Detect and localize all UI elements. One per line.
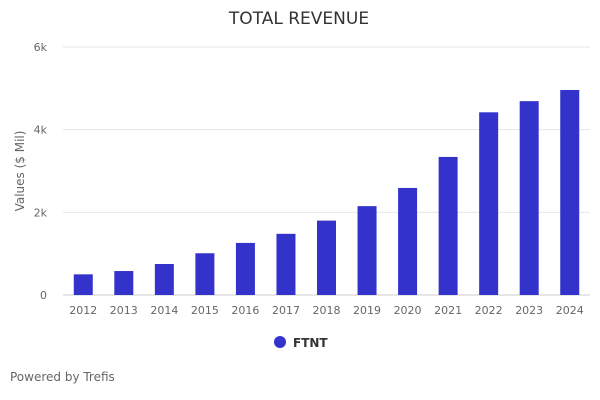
x-tick-label-2020: 2020: [394, 304, 422, 317]
y-axis-ticks: 0 2k 4k 6k: [34, 41, 48, 302]
bar-2016[interactable]: [235, 242, 255, 295]
x-tick-label-2021: 2021: [434, 304, 462, 317]
x-tick-label-2016: 2016: [231, 304, 259, 317]
x-tick-label-2017: 2017: [272, 304, 300, 317]
x-tick-label-2023: 2023: [515, 304, 543, 317]
y-tick-label: 6k: [34, 41, 48, 54]
legend[interactable]: FTNT: [274, 336, 328, 350]
x-tick-label-2013: 2013: [110, 304, 138, 317]
bar-2018[interactable]: [317, 220, 336, 295]
legend-marker-icon[interactable]: [274, 336, 286, 348]
x-tick-label-2024: 2024: [556, 304, 584, 317]
bar-2013[interactable]: [114, 271, 134, 295]
bar-2019[interactable]: [357, 206, 377, 295]
x-tick-label-2014: 2014: [150, 304, 178, 317]
bar-2023[interactable]: [519, 101, 539, 295]
revenue-bar-chart: TOTAL REVENUE Values ($ Mil) 0 2k 4k 6k 201…: [13, 9, 590, 350]
bar-2022[interactable]: [479, 112, 499, 295]
x-tick-label-2012: 2012: [69, 304, 97, 317]
y-tick-label: 4k: [34, 124, 48, 137]
legend-label-ftnt[interactable]: FTNT: [293, 336, 328, 350]
bar-2021[interactable]: [438, 156, 458, 295]
x-tick-label-2019: 2019: [353, 304, 381, 317]
x-tick-label-2022: 2022: [475, 304, 503, 317]
powered-by-credit: Powered by Trefis: [10, 370, 115, 384]
x-axis-ticks: 2012 2013 2014 2015 2016 2017 2018 2019 2020 2021…: [69, 304, 583, 317]
x-tick-label-2015: 2015: [191, 304, 219, 317]
bars: [73, 89, 580, 295]
bar-2017[interactable]: [276, 233, 296, 295]
bar-2015[interactable]: [195, 253, 215, 295]
x-tick-label-2018: 2018: [313, 304, 341, 317]
bar-2012[interactable]: [73, 274, 93, 295]
y-tick-label: 2k: [34, 206, 48, 219]
bar-2024[interactable]: [560, 89, 580, 295]
bar-2014[interactable]: [154, 264, 174, 295]
bar-2020[interactable]: [398, 187, 418, 295]
y-tick-label: 0: [40, 289, 47, 302]
y-axis-label: Values ($ Mil): [13, 131, 27, 212]
chart-title: TOTAL REVENUE: [228, 9, 369, 29]
